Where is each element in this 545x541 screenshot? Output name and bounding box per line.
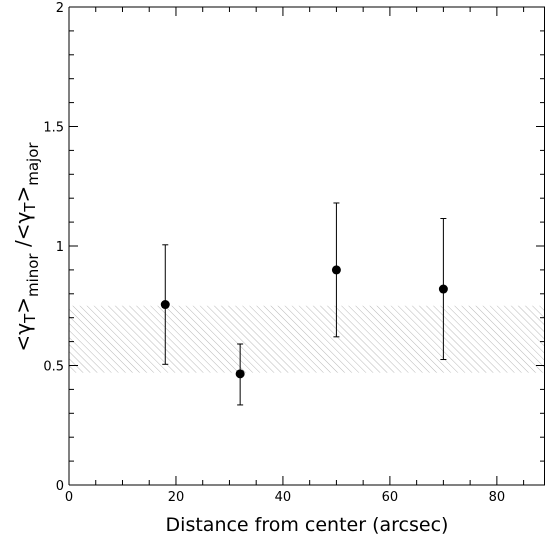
y-label-main: <γ	[11, 323, 35, 352]
x-tick-label: 80	[489, 490, 506, 505]
y-tick-label: 1	[56, 240, 64, 255]
data-marks-layer	[160, 202, 448, 406]
y-label-sub-t1: T	[21, 313, 39, 324]
data-point	[160, 300, 170, 310]
y-axis-title: <γT>minor /<γT>major	[11, 142, 42, 352]
y-label-major: major	[24, 142, 42, 186]
x-tick-label: 40	[275, 490, 292, 505]
y-label-close-1: >	[11, 297, 35, 314]
y-label-close-2: >	[11, 186, 35, 203]
y-tick-label: 0.5	[43, 360, 64, 375]
x-tick-label: 60	[382, 490, 399, 505]
x-tick-label: 0	[65, 490, 73, 505]
data-point	[331, 265, 341, 275]
y-label-minor: minor	[24, 253, 42, 297]
hatched-band-layer	[69, 305, 545, 373]
data-point	[235, 369, 245, 379]
axes-layer: 0 20 40 60 80 0 0.5 1 1.5 2	[43, 1, 545, 505]
y-label-slash: /<γ	[11, 212, 35, 254]
hatched-band	[69, 305, 545, 373]
x-tick-label: 20	[168, 490, 185, 505]
y-tick-label: 1.5	[43, 121, 64, 136]
y-tick-label: 2	[56, 1, 64, 16]
y-tick-label: 0	[56, 479, 64, 494]
x-axis-title: Distance from center (arcsec)	[166, 514, 449, 536]
data-point	[438, 284, 448, 294]
y-label-sub-t2: T	[21, 202, 39, 213]
